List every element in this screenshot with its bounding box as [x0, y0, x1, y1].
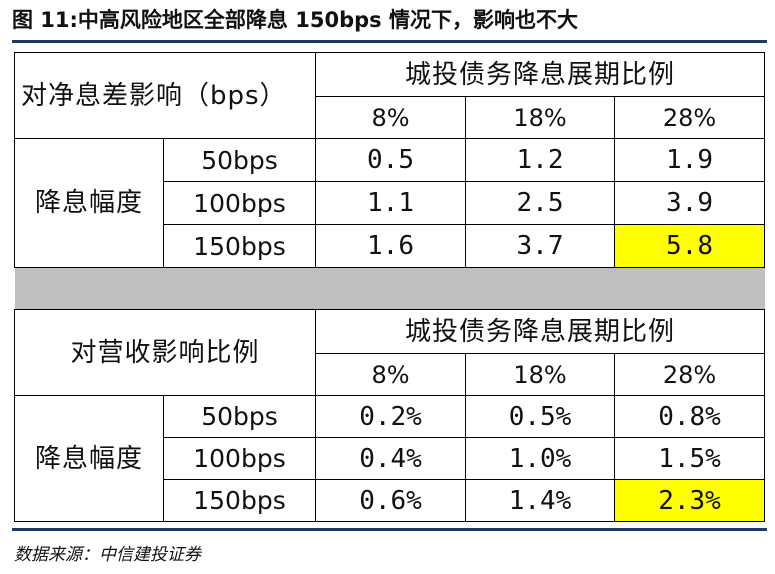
section1-row-group-label: 降息幅度	[14, 138, 164, 268]
section1-cell: 2.5	[465, 181, 615, 225]
section1-cell: 1.2	[465, 138, 615, 182]
section2-cell: 0.2%	[315, 395, 466, 438]
section1-row-label: 150bps	[163, 224, 316, 268]
section2-cell: 1.0%	[465, 437, 615, 480]
section-separator	[14, 267, 765, 310]
section1-cell: 0.5	[315, 138, 466, 182]
section2-row-group-label: 降息幅度	[14, 395, 164, 522]
section1-col-header: 8%	[315, 96, 466, 139]
section2-row-label: 50bps	[163, 395, 316, 438]
section2-row-label: 150bps	[163, 479, 316, 522]
figure-title: 图 11:中高风险地区全部降息 150bps 情况下，影响也不大	[12, 8, 578, 32]
section1-col-header: 28%	[614, 96, 765, 139]
section2-row-label: 100bps	[163, 437, 316, 480]
section2-group-header: 城投债务降息展期比例	[315, 309, 765, 354]
impact-table: 对净息差影响（bps） 城投债务降息展期比例 8% 18% 28% 降息幅度 5…	[14, 52, 765, 522]
section2-col-header: 18%	[465, 353, 615, 396]
section1-group-header: 城投债务降息展期比例	[315, 52, 765, 97]
section2-highlight-cell: 2.3%	[614, 479, 765, 522]
section2-col-header: 28%	[614, 353, 765, 396]
section2-cell: 0.5%	[465, 395, 615, 438]
section2-label: 对营收影响比例	[14, 309, 316, 396]
section2-cell: 0.8%	[614, 395, 765, 438]
source-note: 数据来源：中信建投证券	[14, 545, 201, 565]
section1-cell: 3.9	[614, 181, 765, 225]
section1-cell: 3.7	[465, 224, 615, 268]
section2-cell: 1.5%	[614, 437, 765, 480]
section1-highlight-cell: 5.8	[614, 224, 765, 268]
section1-row-label: 100bps	[163, 181, 316, 225]
bottom-rule	[12, 528, 767, 531]
section1-col-header: 18%	[465, 96, 615, 139]
section1-cell: 1.1	[315, 181, 466, 225]
title-rule	[12, 40, 767, 43]
section2-cell: 1.4%	[465, 479, 615, 522]
section1-row-label: 50bps	[163, 138, 316, 182]
section2-cell: 0.4%	[315, 437, 466, 480]
section2-col-header: 8%	[315, 353, 466, 396]
section2-cell: 0.6%	[315, 479, 466, 522]
section1-cell: 1.6	[315, 224, 466, 268]
section1-label: 对净息差影响（bps）	[14, 52, 316, 139]
section1-cell: 1.9	[614, 138, 765, 182]
